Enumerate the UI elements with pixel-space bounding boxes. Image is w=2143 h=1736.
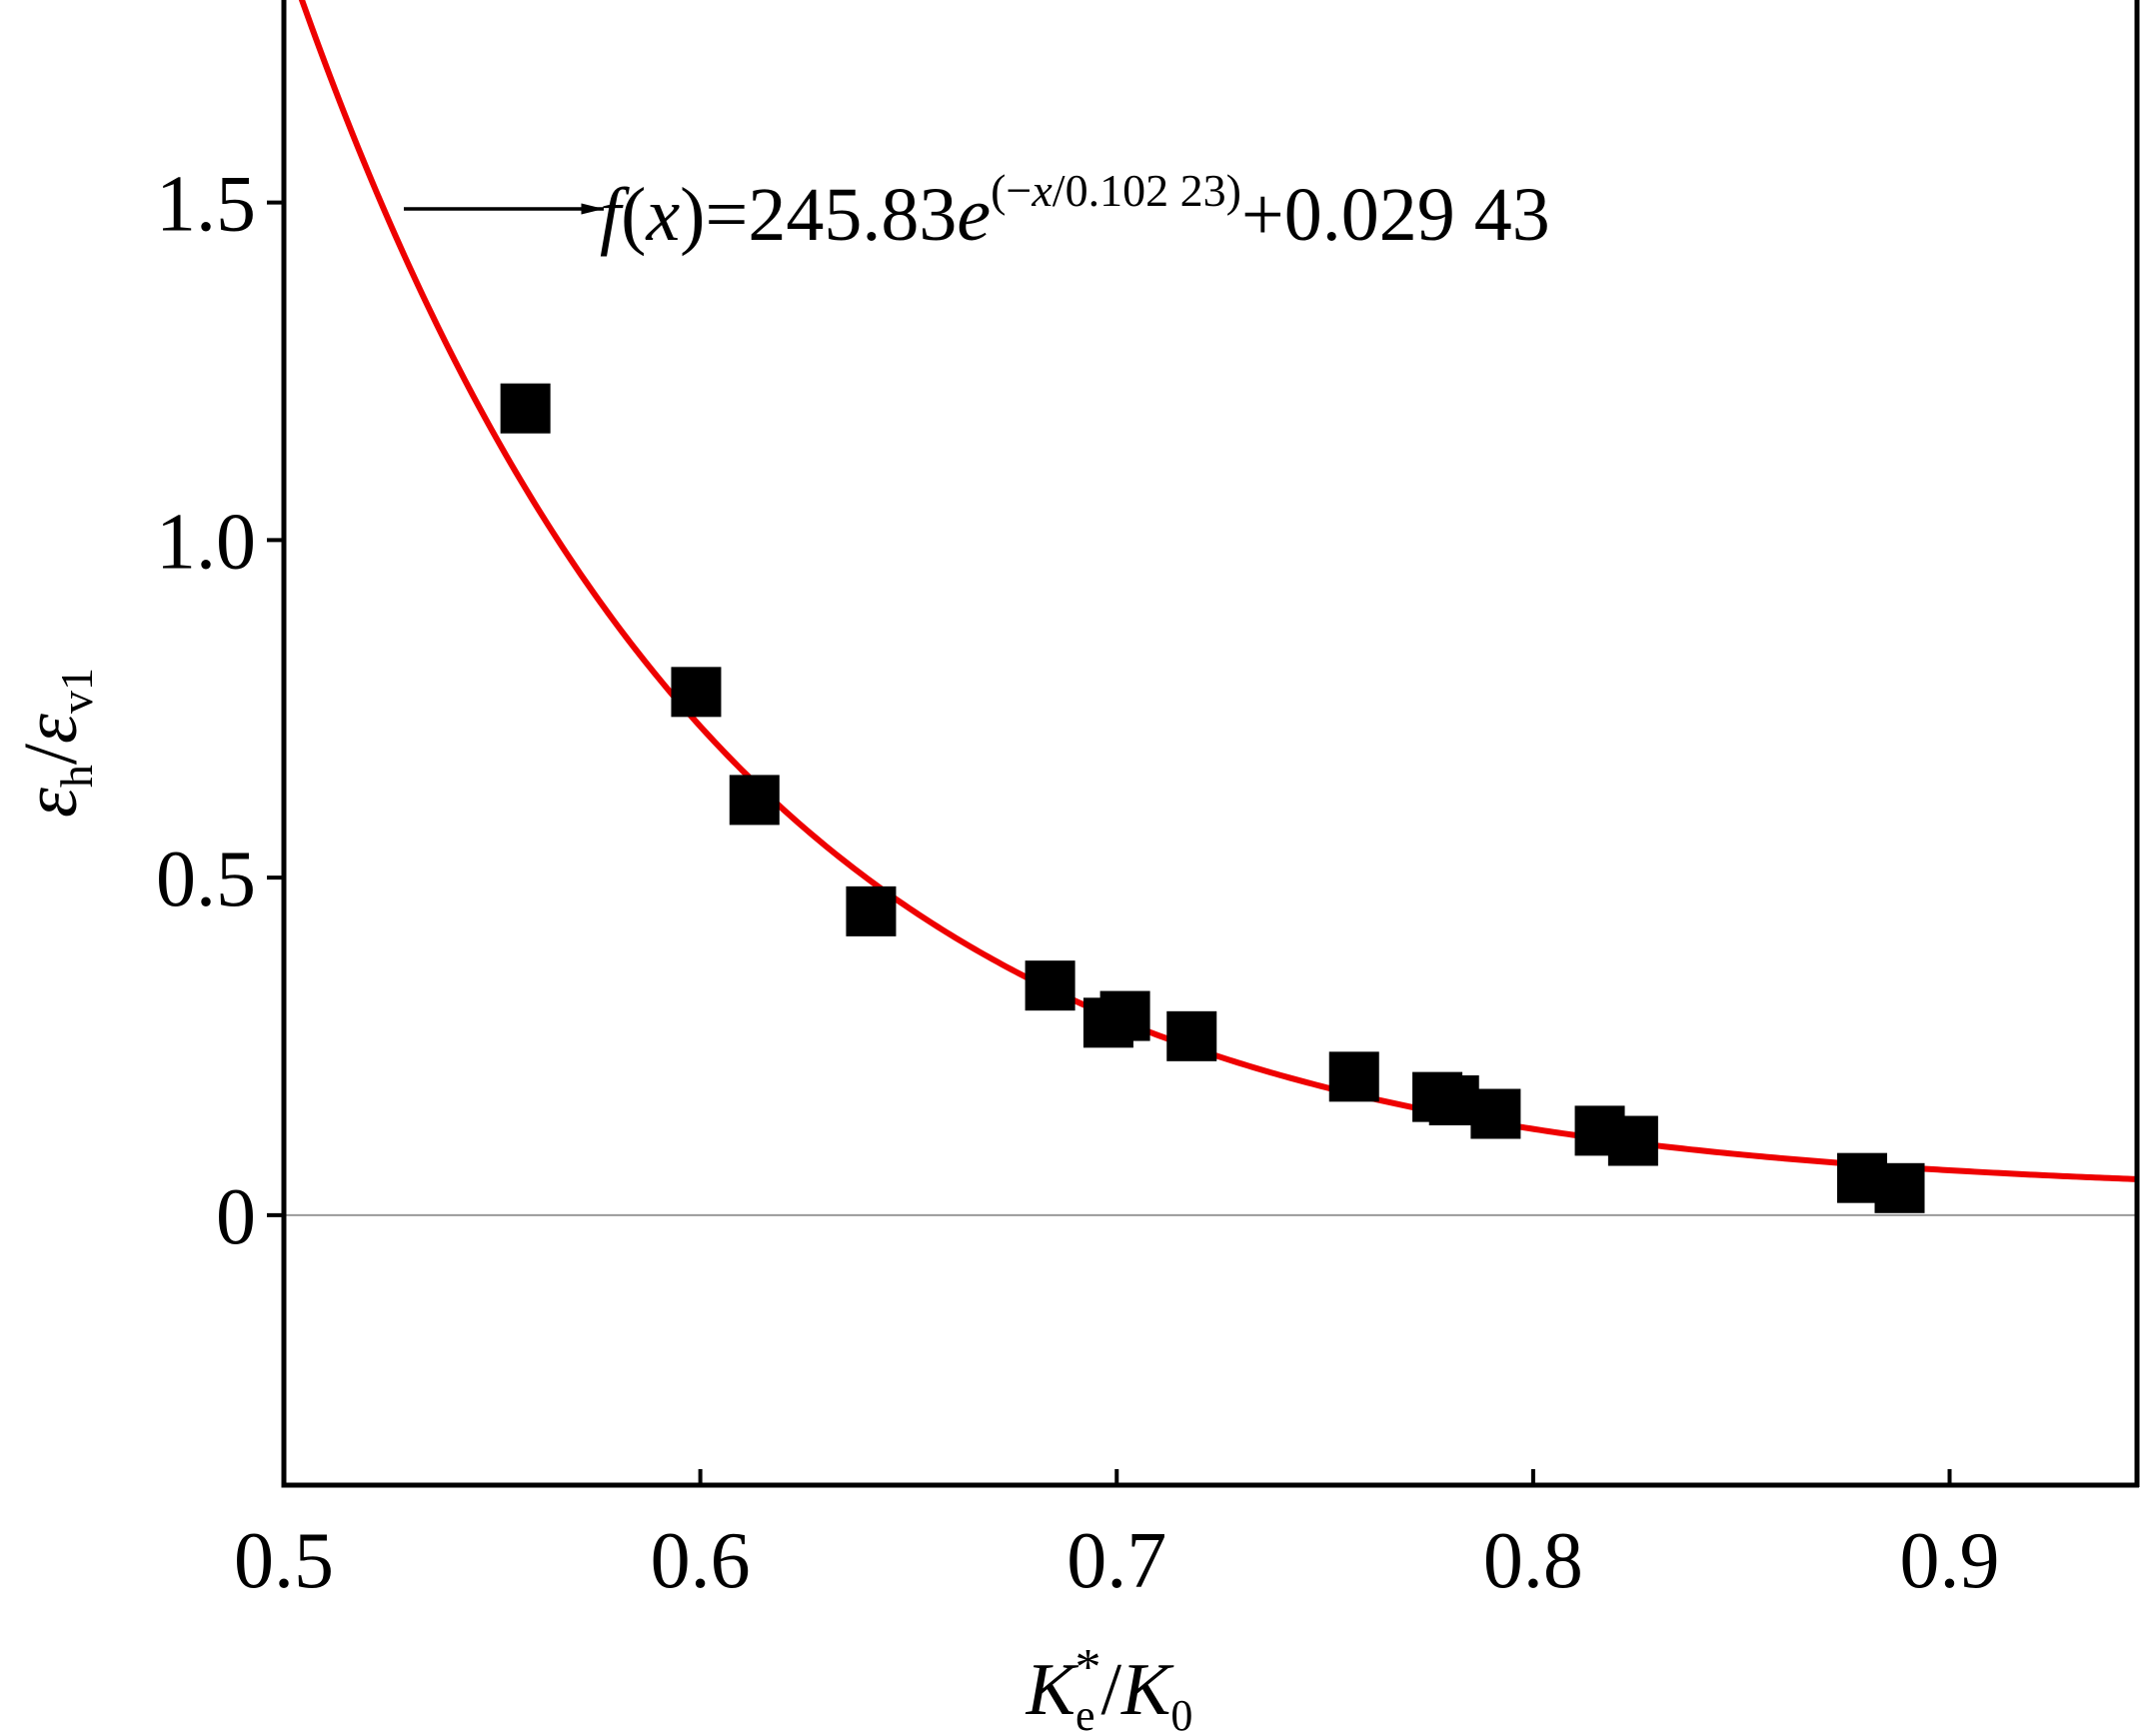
xlabel-main2: K <box>1120 1649 1174 1731</box>
y-tick-label: 0.5 <box>156 836 256 923</box>
y-tick-label: 1.0 <box>156 498 256 586</box>
xlabel-slash: / <box>1100 1649 1121 1731</box>
data-point <box>1166 1010 1217 1061</box>
data-point <box>1874 1162 1925 1213</box>
x-ticks: 0.5 0.6 0.7 0.8 0.9 <box>234 1469 2000 1605</box>
data-point <box>1025 960 1075 1011</box>
eq-coefficient: =245.83 <box>705 173 957 257</box>
x-tick-label: 0.7 <box>1067 1517 1166 1605</box>
eq-exp-base: e <box>957 173 991 257</box>
xlabel-sub: e <box>1075 1691 1095 1736</box>
xlabel-sup: * <box>1074 1639 1100 1696</box>
fit-equation: f(x)=245.83e(−x/0.102 23)+0.029 43 <box>600 165 1550 257</box>
data-point <box>1607 1115 1658 1166</box>
y-tick-label: 1.5 <box>156 161 256 249</box>
eq-variable: x <box>645 173 680 257</box>
data-point <box>1470 1088 1521 1139</box>
data-point <box>500 383 551 434</box>
axes-frame <box>281 0 2140 1488</box>
ylabel-main2: ε <box>9 714 93 744</box>
eq-exp-rest: /0.102 23) <box>1053 165 1241 216</box>
x-tick-label: 0.5 <box>234 1517 334 1605</box>
data-point <box>729 775 780 826</box>
data-point <box>1099 990 1150 1041</box>
ylabel-sub: h <box>51 765 102 788</box>
eq-exponent: (−x/0.102 23) <box>991 165 1241 216</box>
x-tick-label: 0.8 <box>1483 1517 1583 1605</box>
eq-open-paren: ( <box>621 173 646 257</box>
data-point <box>1328 1051 1379 1102</box>
xlabel-sub2: 0 <box>1170 1691 1192 1736</box>
x-tick-label: 0.9 <box>1900 1517 2000 1605</box>
ylabel-main: ε <box>9 788 93 818</box>
ylabel-sub2: v1 <box>51 668 102 714</box>
y-axis-label: εh/εv1 <box>9 668 102 818</box>
x-axis-label: Ke*/K0 <box>1026 1639 1193 1736</box>
y-tick-label: 0 <box>216 1173 256 1261</box>
eq-exp-open: ( <box>991 165 1006 216</box>
eq-close-paren: ) <box>680 173 705 257</box>
eq-exp-var: x <box>1031 165 1053 216</box>
data-point <box>846 885 897 936</box>
eq-tail: +0.029 43 <box>1241 173 1550 257</box>
ylabel-slash: / <box>9 743 93 765</box>
x-tick-label: 0.6 <box>651 1517 751 1605</box>
data-points <box>500 383 1925 1213</box>
eq-exp-minus: − <box>1006 165 1032 216</box>
y-ticks: 0 0.5 1.0 1.5 <box>156 161 284 1261</box>
xlabel-main: K <box>1026 1649 1079 1731</box>
data-point <box>671 667 722 718</box>
